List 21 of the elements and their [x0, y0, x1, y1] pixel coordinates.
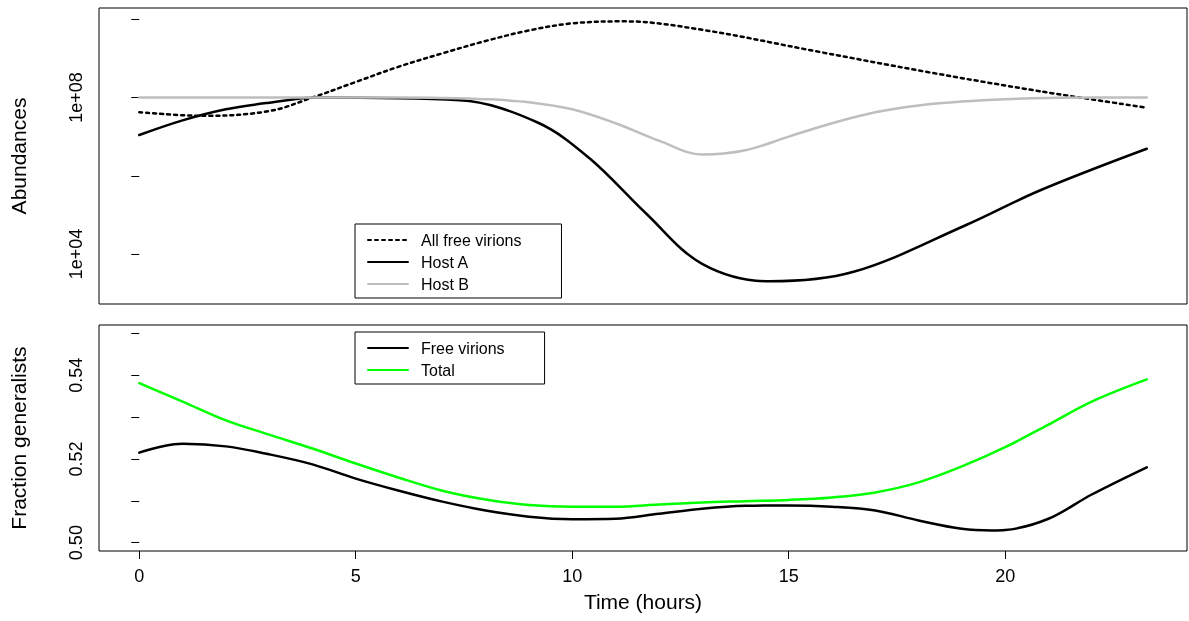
x-axis-title: Time (hours) [583, 590, 703, 613]
x-tick-label: 10 [562, 566, 583, 586]
y-tick-label: 0.52 [66, 441, 86, 477]
legend-label: Host B [421, 275, 470, 293]
x-tick-label: 20 [995, 566, 1016, 586]
line-series [138, 378, 1148, 508]
y-tick-label: 1e+08 [66, 72, 86, 123]
y-axis-title: Fraction generalists [7, 346, 30, 530]
y-tick-label: 0.54 [66, 357, 86, 393]
y-tick-label: 0.50 [66, 525, 86, 561]
x-tick-label: 0 [134, 566, 145, 586]
legend-label: Host A [421, 253, 469, 271]
legend-label: All free virions [421, 231, 522, 249]
line-series [138, 96, 1148, 156]
legend-label: Free virions [421, 339, 505, 357]
y-axis-title: Abundances [7, 97, 30, 215]
x-tick-label: 15 [778, 566, 799, 586]
legend-label: Total [421, 361, 455, 379]
y-tick-label: 1e+04 [66, 228, 86, 280]
x-tick-label: 5 [350, 566, 361, 586]
line-series [138, 442, 1148, 532]
